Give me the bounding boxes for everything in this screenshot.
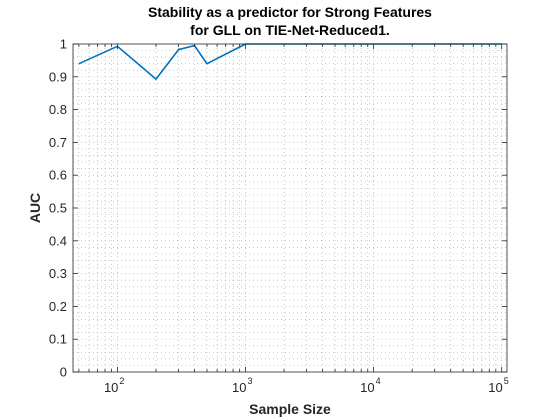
y-tick-label: 0.8	[49, 102, 67, 117]
chart-title-line-1: Stability as a predictor for Strong Feat…	[148, 4, 432, 20]
chart-title-line-2: for GLL on TIE-Net-Reduced1.	[190, 22, 390, 38]
y-axis-label: AUC	[27, 193, 43, 223]
y-tick-label: 0.1	[49, 332, 67, 347]
x-tick-label-exponent: 3	[248, 376, 253, 386]
y-tick-label: 0.6	[49, 168, 67, 183]
y-tick-label: 1	[60, 37, 67, 52]
y-tick-label: 0.4	[49, 233, 67, 248]
axis-ticks	[73, 43, 507, 373]
x-tick-labels: 10 2 10 3 10 4 10 5	[104, 376, 509, 395]
x-tick-label-exponent: 5	[504, 376, 509, 386]
y-tick-label: 0.7	[49, 135, 67, 150]
y-tick-label: 0.3	[49, 266, 67, 281]
x-tick-label: 10 2	[104, 376, 124, 395]
x-tick-label: 10 4	[360, 376, 380, 395]
y-tick-label: 0	[60, 365, 67, 380]
grid-lines	[73, 44, 507, 372]
x-axis-label: Sample Size	[249, 401, 331, 417]
y-tick-label: 0.2	[49, 299, 67, 314]
x-tick-label-base: 10	[104, 380, 118, 395]
x-tick-label-base: 10	[360, 380, 374, 395]
x-tick-label-base: 10	[232, 380, 246, 395]
x-tick-label: 10 5	[488, 376, 508, 395]
y-tick-labels: 0 0.1 0.2 0.3 0.4 0.5 0.6 0.7 0.8 0.9 1	[49, 37, 67, 380]
y-tick-label: 0.9	[49, 69, 67, 84]
y-tick-label: 0.5	[49, 201, 67, 216]
x-tick-label: 10 3	[232, 376, 252, 395]
x-tick-label-base: 10	[488, 380, 502, 395]
x-tick-label-exponent: 2	[119, 376, 124, 386]
x-tick-label-exponent: 4	[376, 376, 381, 386]
